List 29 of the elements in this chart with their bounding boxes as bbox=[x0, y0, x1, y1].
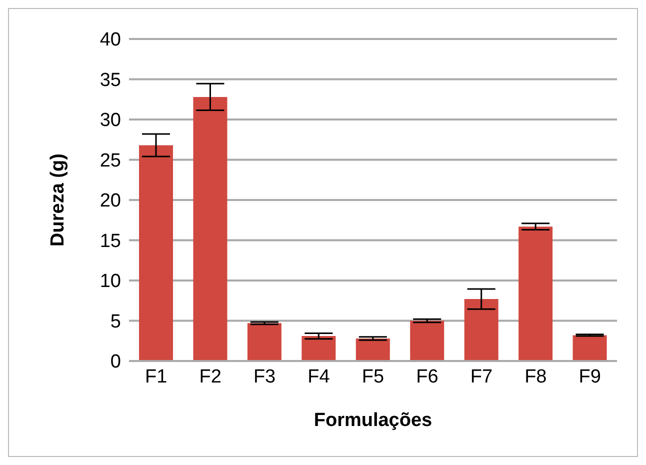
y-tick-label: 10 bbox=[100, 271, 121, 292]
y-tick-label: 15 bbox=[100, 230, 121, 252]
y-tick-label: 30 bbox=[100, 110, 121, 132]
y-tick-label: 35 bbox=[100, 70, 121, 91]
bar bbox=[572, 335, 607, 361]
y-tick-label: 25 bbox=[100, 150, 121, 172]
x-tick-label: F7 bbox=[470, 366, 493, 388]
x-tick-label: F9 bbox=[578, 366, 601, 388]
bar bbox=[139, 145, 173, 361]
x-tick-label: F1 bbox=[145, 366, 168, 388]
x-tick-label: F6 bbox=[416, 366, 438, 388]
x-tick-label: F2 bbox=[199, 366, 222, 388]
bar bbox=[464, 299, 498, 361]
y-tick-label: 40 bbox=[100, 30, 121, 51]
bar bbox=[356, 338, 390, 361]
y-tick-label: 5 bbox=[110, 311, 121, 332]
bar bbox=[410, 320, 444, 361]
y-tick-label: 0 bbox=[110, 352, 121, 373]
x-tick-label: F5 bbox=[362, 366, 384, 388]
bar bbox=[193, 96, 228, 361]
x-axis-title: Formulações bbox=[314, 410, 432, 431]
x-tick-label: F4 bbox=[308, 366, 330, 388]
bar bbox=[302, 336, 336, 361]
x-tick-label: F8 bbox=[524, 366, 547, 388]
x-tick-label: F3 bbox=[253, 366, 276, 388]
bar bbox=[247, 323, 282, 361]
y-tick-label: 20 bbox=[100, 190, 121, 212]
bar bbox=[518, 226, 553, 361]
y-axis-title: Dureza (g) bbox=[48, 154, 69, 246]
